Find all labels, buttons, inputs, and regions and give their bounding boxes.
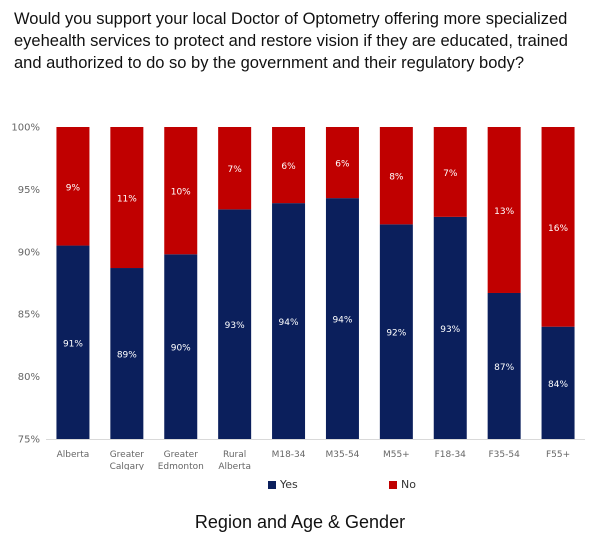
bar-no: [110, 127, 144, 269]
data-label-no: 7%: [443, 169, 458, 179]
y-tick-label: 100%: [11, 123, 40, 134]
data-label-yes: 90%: [171, 344, 191, 354]
bar-no: [218, 127, 252, 210]
x-tick-label: Edmonton: [158, 462, 204, 470]
stacked-bar-chart: 75% 80% 85% 90% 95% 100% 91% 9% Alberta 89% 11% Gre…: [11, 123, 585, 470]
x-tick-label: M18-34: [272, 450, 306, 460]
legend-swatch-yes: [268, 480, 276, 489]
bar-no: [56, 127, 90, 246]
data-label-no: 6%: [335, 160, 350, 170]
data-label-yes: 87%: [494, 363, 514, 373]
legend-item-yes: Yes: [268, 478, 298, 491]
x-tick-label: F55+: [546, 450, 570, 460]
data-label-no: 7%: [228, 165, 243, 175]
x-tick-label: Rural: [223, 450, 246, 460]
y-tick-label: 85%: [18, 310, 40, 321]
bar-yes: [56, 245, 90, 439]
bar-no: [433, 127, 467, 217]
bar-yes: [218, 209, 252, 439]
legend: Yes No: [0, 478, 600, 498]
x-tick-label: F18-34: [435, 450, 467, 460]
bar-yes: [272, 203, 306, 439]
data-label-yes: 91%: [63, 339, 83, 349]
bar-no: [541, 127, 575, 327]
legend-item-no: No: [389, 478, 416, 491]
data-label-yes: 84%: [548, 380, 568, 390]
bar-yes: [325, 198, 359, 439]
y-tick-label: 80%: [18, 372, 40, 383]
y-tick-label: 75%: [18, 435, 40, 446]
data-label-no: 11%: [117, 195, 137, 205]
bar-yes: [487, 292, 521, 439]
x-axis-title: Region and Age & Gender: [194, 512, 406, 532]
data-label-yes: 94%: [332, 316, 352, 326]
data-label-yes: 93%: [225, 321, 245, 331]
data-label-no: 10%: [171, 188, 191, 198]
x-tick-label: M35-54: [325, 450, 359, 460]
x-tick-label: Greater: [110, 450, 145, 460]
x-tick-label: Alberta: [57, 450, 90, 460]
legend-label-no: No: [401, 478, 416, 491]
legend-label-yes: Yes: [280, 478, 298, 491]
bar-yes: [110, 268, 144, 439]
bar-yes: [541, 326, 575, 439]
bar-no: [379, 127, 413, 225]
bar-no: [164, 127, 198, 255]
data-label-no: 9%: [66, 183, 81, 193]
x-tick-label: Greater: [164, 450, 199, 460]
data-label-no: 6%: [281, 162, 296, 172]
data-label-no: 16%: [548, 224, 568, 234]
legend-swatch-no: [389, 480, 397, 489]
bar-yes: [379, 224, 413, 439]
data-label-yes: 93%: [440, 325, 460, 335]
bar-yes: [433, 216, 467, 439]
bar-yes: [164, 254, 198, 439]
bar-no: [272, 127, 306, 204]
data-label-no: 8%: [389, 173, 404, 183]
y-tick-label: 90%: [18, 247, 40, 258]
chart-title: Would you support your local Doctor of O…: [14, 10, 568, 72]
bar-no: [487, 127, 521, 293]
y-tick-label: 95%: [18, 185, 40, 196]
x-tick-label: Alberta: [218, 462, 251, 470]
x-tick-label: Calgary: [110, 462, 145, 470]
data-label-no: 13%: [494, 207, 514, 217]
data-label-yes: 89%: [117, 351, 137, 361]
data-label-yes: 92%: [386, 329, 406, 339]
x-tick-label: F35-54: [488, 450, 520, 460]
data-label-yes: 94%: [279, 318, 299, 328]
bar-no: [325, 127, 359, 199]
x-tick-label: M55+: [383, 450, 410, 460]
